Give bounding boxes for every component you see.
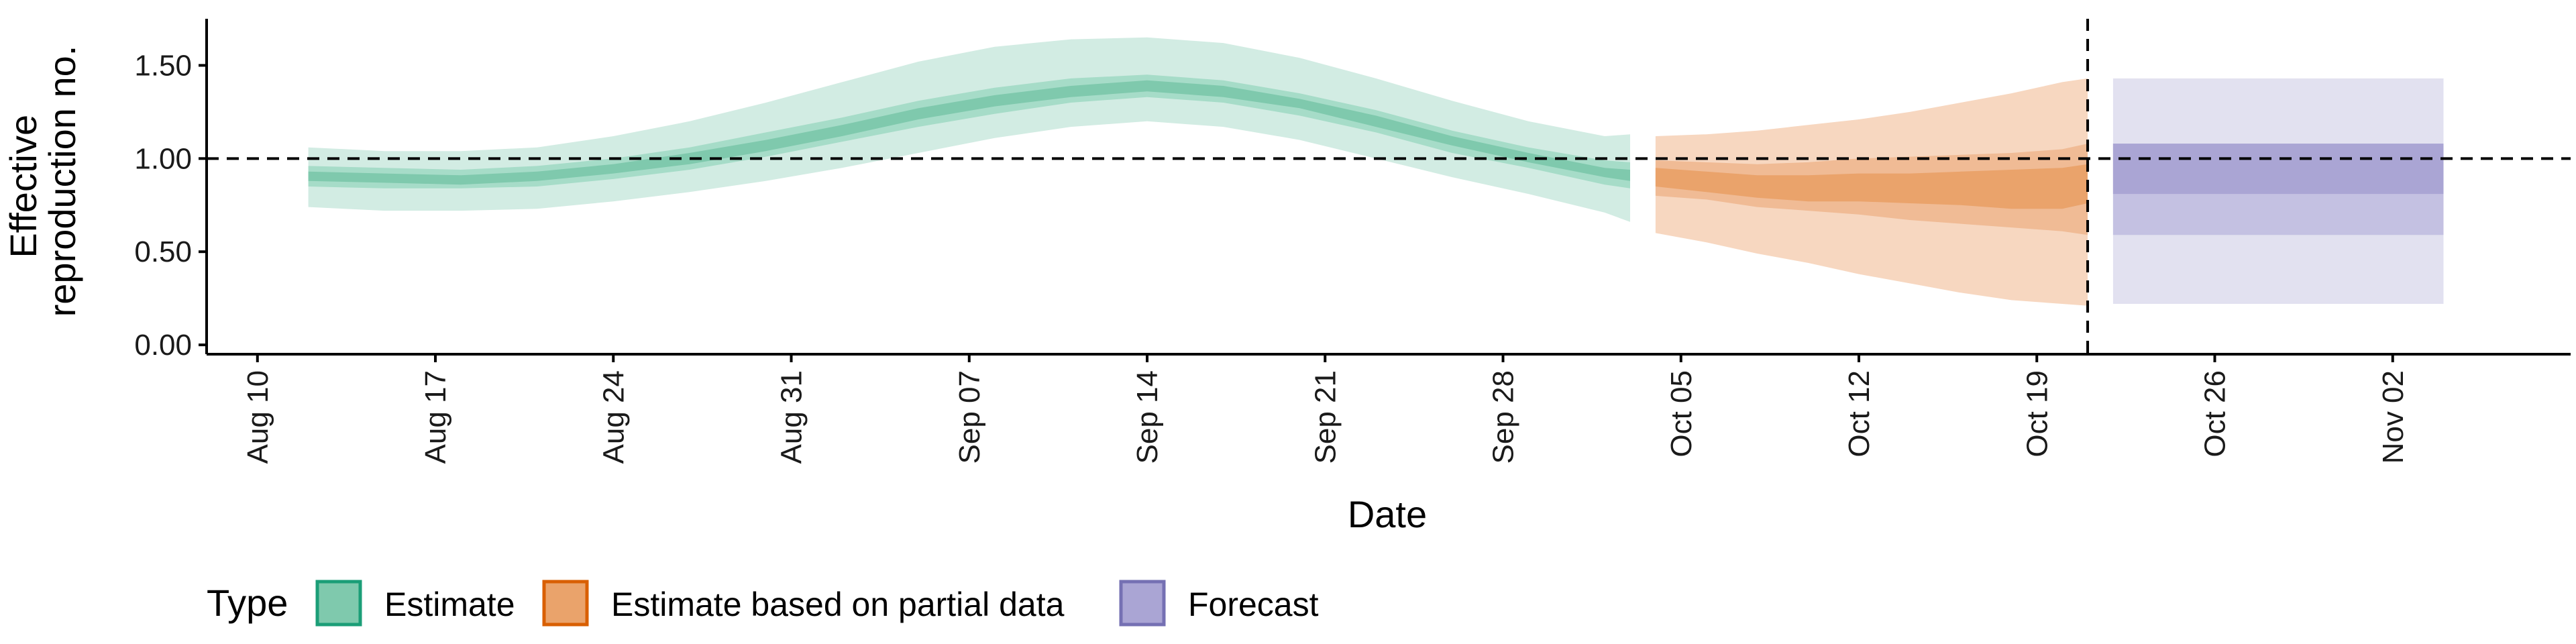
x-axis-title: Date (1348, 493, 1427, 535)
legend-key (315, 580, 362, 627)
band-series-0-20 (308, 80, 1631, 185)
legend-key (1119, 580, 1166, 627)
y-axis-title-line-2: reproduction no. (41, 46, 83, 317)
x-tick-label: Oct 05 (1665, 370, 1698, 458)
x-tick-label: Aug 24 (597, 370, 630, 464)
y-axis-title: Effective reproduction no. (2, 46, 83, 317)
legend-label: Estimate (384, 586, 515, 623)
x-tick-label: Aug 10 (241, 370, 274, 464)
legend-key (542, 580, 589, 627)
x-axis-ticks: Aug 10 Aug 17 Aug 24 Aug 31 Sep 07 Sep 14 Sep … (241, 354, 2410, 464)
y-tick-label: 1.00 (134, 142, 192, 175)
x-tick-label: Oct 26 (2199, 370, 2232, 458)
estimate-bands (308, 37, 2444, 306)
x-tick-label: Oct 19 (2021, 370, 2053, 458)
legend-label: Estimate based on partial data (611, 586, 1065, 623)
y-tick-label: 0.50 (134, 235, 192, 268)
x-tick-label: Oct 12 (1843, 370, 1876, 458)
legend: Type Estimate Estimate based on partial d… (207, 580, 1319, 627)
y-axis-title-line-1: Effective (2, 115, 44, 258)
x-tick-label: Aug 31 (775, 370, 808, 464)
x-tick-label: Sep 28 (1487, 370, 1520, 464)
x-tick-label: Aug 17 (419, 370, 452, 464)
x-tick-label: Sep 21 (1309, 370, 1342, 464)
x-tick-label: Sep 14 (1131, 370, 1164, 464)
band-series-2-20 (2112, 144, 2444, 195)
x-tick-label: Sep 07 (953, 370, 986, 464)
legend-items: Estimate Estimate based on partial data Fo… (315, 580, 1319, 627)
x-tick-label: Nov 02 (2377, 370, 2410, 464)
y-axis-ticks: 0.00 0.50 1.00 1.50 (134, 49, 207, 362)
y-tick-label: 0.00 (134, 329, 192, 362)
band-series-1-20 (1655, 164, 2088, 209)
y-tick-label: 1.50 (134, 49, 192, 82)
legend-label: Forecast (1188, 586, 1319, 623)
legend-title: Type (207, 582, 288, 624)
